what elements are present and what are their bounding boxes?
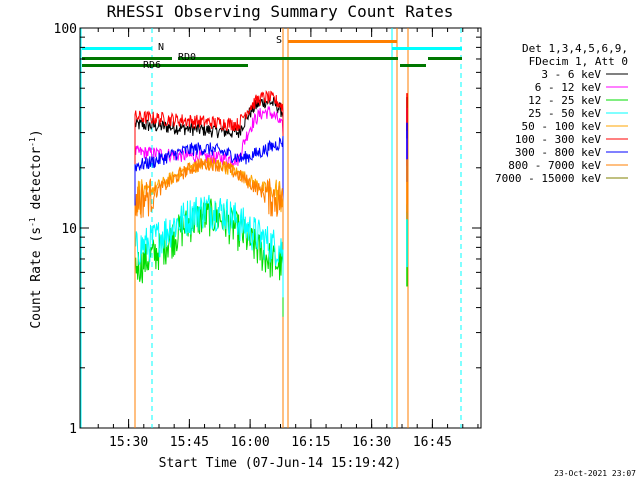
legend-label: 300 - 800 keV	[515, 146, 601, 159]
legend-label: 7000 - 15000 keV	[495, 172, 601, 185]
y-label-exp2: -1	[28, 137, 37, 147]
rd0-bar	[178, 57, 248, 60]
rd6-bar	[400, 64, 426, 67]
overlay-layer: N S RD0 RD6	[80, 28, 462, 428]
night-label: N	[158, 42, 164, 53]
chart-title: RHESSI Observing Summary Count Rates	[107, 2, 454, 21]
legend: Det 1,3,4,5,6,9, FDecim 1, Att 0 3 - 6 k…	[495, 42, 628, 185]
x-tick-label: 16:30	[352, 435, 391, 450]
rd6-bar	[174, 64, 248, 67]
rd6-bar	[82, 64, 174, 67]
night-bar	[82, 47, 152, 50]
night-bar	[392, 47, 462, 50]
legend-label: 6 - 12 keV	[535, 81, 602, 94]
legend-label: 12 - 25 keV	[528, 94, 601, 107]
series-line	[134, 156, 284, 428]
y-label-exp1: -1	[28, 217, 37, 227]
saa-bar	[288, 40, 397, 43]
rd0-bar	[82, 57, 172, 60]
legend-label: 3 - 6 keV	[541, 68, 601, 81]
rd0-bar	[248, 57, 398, 60]
legend-header-1: Det 1,3,4,5,6,9,	[522, 42, 628, 55]
series-line	[134, 96, 284, 428]
series-line	[134, 198, 284, 428]
series-layer	[134, 89, 408, 428]
y-label-prefix: Count Rate (s	[29, 227, 44, 329]
y-tick-label: 1	[69, 422, 77, 437]
legend-header-2: FDecim 1, Att 0	[529, 55, 628, 68]
legend-label: 100 - 300 keV	[515, 133, 601, 146]
y-axis-label: Count Rate (s-1 detector-1)	[28, 129, 44, 328]
y-tick-label: 100	[54, 22, 77, 37]
x-tick-label: 15:30	[109, 435, 148, 450]
rd6-label: RD6	[143, 60, 161, 71]
x-axis-label: Start Time (07-Jun-14 15:19:42)	[159, 456, 402, 471]
axis-ticks: 15:30 15:45 16:00 16:15 16:30 16:45 1 10 100	[54, 22, 481, 450]
series-line	[134, 194, 284, 428]
x-tick-label: 15:45	[170, 435, 209, 450]
y-tick-label: 10	[61, 222, 77, 237]
saa-label: S	[276, 35, 282, 46]
x-tick-label: 16:45	[413, 435, 452, 450]
legend-label: 50 - 100 keV	[522, 120, 602, 133]
y-label-mid: detector	[29, 147, 44, 218]
plot-frame	[79, 27, 482, 429]
legend-label: 25 - 50 keV	[528, 107, 601, 120]
series-line	[134, 89, 284, 428]
legend-label: 800 - 7000 keV	[508, 159, 601, 172]
x-tick-label: 16:15	[291, 435, 330, 450]
rd0-label: RD0	[178, 52, 196, 63]
rd0-bar	[428, 57, 462, 60]
y-label-suffix: )	[29, 129, 44, 137]
datestamp: 23-Oct-2021 23:07	[554, 469, 636, 478]
series-line	[134, 135, 284, 428]
x-tick-label: 16:00	[231, 435, 270, 450]
